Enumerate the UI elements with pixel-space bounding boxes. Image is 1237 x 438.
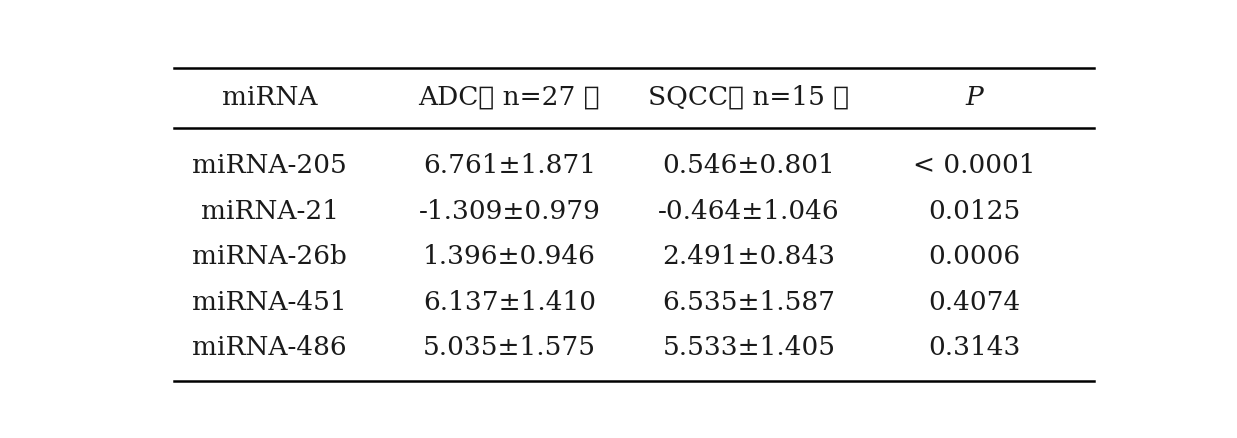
Text: 5.533±1.405: 5.533±1.405: [663, 335, 835, 360]
Text: 6.535±1.587: 6.535±1.587: [663, 290, 835, 314]
Text: 6.137±1.410: 6.137±1.410: [423, 290, 596, 314]
Text: miRNA-26b: miRNA-26b: [192, 244, 348, 269]
Text: miRNA-486: miRNA-486: [193, 335, 346, 360]
Text: 0.546±0.801: 0.546±0.801: [663, 153, 835, 178]
Text: 0.0125: 0.0125: [928, 198, 1021, 223]
Text: 5.035±1.575: 5.035±1.575: [423, 335, 596, 360]
Text: 1.396±0.946: 1.396±0.946: [423, 244, 596, 269]
Text: -0.464±1.046: -0.464±1.046: [658, 198, 840, 223]
Text: 6.761±1.871: 6.761±1.871: [423, 153, 596, 178]
Text: SQCC（ n=15 ）: SQCC（ n=15 ）: [648, 85, 850, 110]
Text: -1.309±0.979: -1.309±0.979: [418, 198, 600, 223]
Text: miRNA-205: miRNA-205: [192, 153, 348, 178]
Text: miRNA-451: miRNA-451: [193, 290, 346, 314]
Text: 0.4074: 0.4074: [928, 290, 1021, 314]
Text: miRNA: miRNA: [221, 85, 318, 110]
Text: 0.3143: 0.3143: [928, 335, 1021, 360]
Text: P: P: [965, 85, 983, 110]
Text: ADC（ n=27 ）: ADC（ n=27 ）: [418, 85, 600, 110]
Text: 2.491±0.843: 2.491±0.843: [663, 244, 835, 269]
Text: < 0.0001: < 0.0001: [913, 153, 1035, 178]
Text: 0.0006: 0.0006: [928, 244, 1021, 269]
Text: miRNA-21: miRNA-21: [200, 198, 339, 223]
